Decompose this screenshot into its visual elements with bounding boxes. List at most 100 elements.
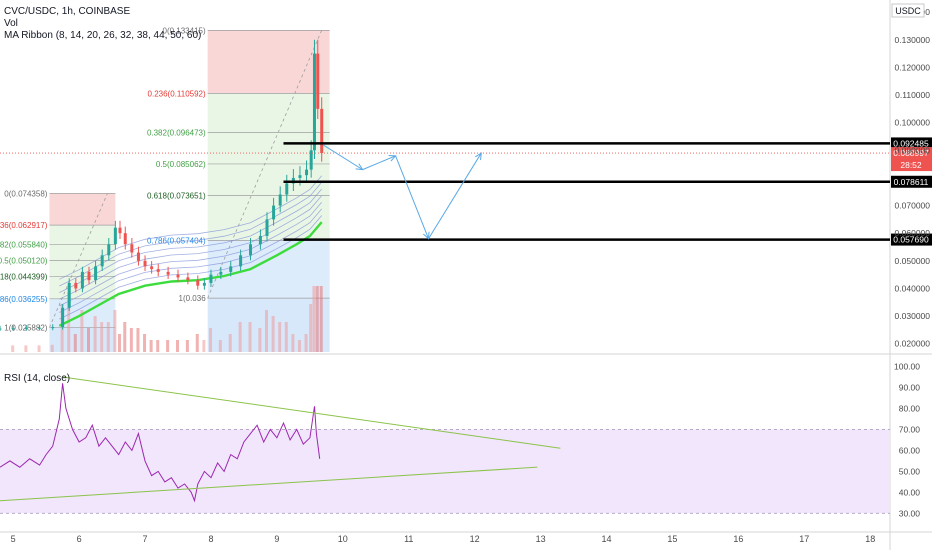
projection-segment [362, 155, 396, 171]
candle-body [249, 244, 253, 256]
volume-bar [248, 322, 252, 352]
volume-bar [208, 328, 212, 352]
volume-bar [202, 340, 206, 352]
candle-body [100, 255, 104, 267]
price-tick-label: 0.020000 [895, 339, 931, 349]
time-tick-label: 13 [536, 534, 546, 544]
volume-bar [73, 334, 77, 352]
time-tick-label: 8 [208, 534, 213, 544]
price-levels: 0.092485 0.078611 0.057690 0.088997 28:52 [0, 137, 932, 246]
fib-level-label: 0.618(0.073651) [147, 191, 206, 200]
candle-body [74, 282, 78, 289]
candle-body [67, 282, 71, 308]
projection-arrowhead [475, 152, 482, 161]
candle-body [258, 235, 262, 245]
candle-body [107, 244, 111, 256]
fib-level-label: 1(0.036 [179, 294, 207, 303]
volume-bar [117, 334, 121, 352]
fib-level-label: 0.5(0.085062) [156, 160, 206, 169]
key-level-label: 0.057690 [893, 235, 929, 245]
price-tick-label: 0.110000 [895, 90, 930, 100]
key-level-tag [891, 175, 932, 188]
ma-ribbon-line [59, 215, 323, 320]
candle-body [38, 327, 42, 329]
time-tick-label: 11 [404, 534, 413, 544]
countdown-label: 28:52 [900, 160, 922, 170]
candle-body [320, 108, 324, 154]
projection-segment [395, 155, 429, 239]
fib-level-label: 0.236(0.110592) [148, 89, 206, 98]
currency-badge[interactable] [891, 3, 925, 18]
candle-body [113, 227, 117, 245]
fib-trend-line [207, 30, 322, 299]
volume-bar [258, 328, 262, 352]
time-tick-label: 6 [77, 534, 82, 544]
candle-body [272, 205, 276, 220]
volume-bar [166, 340, 170, 352]
ma-ribbon-line [59, 175, 323, 280]
rsi-tick-label: 50.00 [899, 466, 921, 476]
volume-bar [113, 310, 117, 352]
volume-bar [176, 340, 179, 352]
candles [0, 39, 324, 331]
candle-body [80, 271, 84, 289]
rsi-tick-label: 40.00 [899, 487, 921, 497]
projection-arrowhead [355, 163, 364, 171]
projection-segment [322, 144, 363, 171]
volume-bar [278, 322, 282, 352]
rsi-pane [0, 376, 890, 514]
symbol-title: CVC/USDC, 1h, COINBASE [4, 6, 130, 17]
time-tick-label: 12 [470, 534, 480, 544]
volume-bar [297, 340, 301, 352]
price-tick-label: 0.100000 [895, 118, 931, 128]
ma-ribbon-line [59, 201, 323, 307]
price-tick-label: 0.060000 [895, 228, 931, 238]
volume-label: Vol [4, 18, 18, 29]
time-tick-label: 18 [865, 534, 875, 544]
rsi-tick-label: 80.00 [899, 403, 921, 413]
current-price-label: 0.088997 [893, 148, 929, 158]
candle-body [196, 280, 200, 286]
volume-bar [106, 322, 110, 352]
volume-bar [149, 340, 153, 352]
volume-bar [100, 322, 104, 352]
price-tick-label: 0.120000 [895, 62, 931, 72]
ma-ribbon-line [59, 208, 323, 313]
candle-body [24, 327, 28, 329]
candle-body [209, 274, 213, 283]
time-tick-label: 14 [602, 534, 612, 544]
candle-body [130, 244, 134, 253]
candle-body [176, 274, 180, 278]
volume-bar [185, 340, 189, 352]
fib-zone [49, 244, 116, 261]
rsi-trendline [62, 376, 561, 449]
volume-bar [50, 344, 54, 352]
volume-bar [37, 345, 41, 352]
time-tick-label: 9 [274, 534, 279, 544]
price-tick-label: 0.130000 [895, 35, 931, 45]
candle-body [123, 233, 127, 245]
key-level-label: 0.092485 [893, 138, 929, 148]
volume-bar [228, 334, 232, 352]
volume-bar [309, 304, 313, 352]
volume-bar [87, 328, 90, 352]
candle-body [87, 271, 91, 281]
fib-level-label: 0.382(0.096473) [147, 128, 206, 137]
volume-bar [129, 328, 133, 352]
fib-zone [207, 240, 330, 299]
candle-body [0, 328, 2, 330]
fib-zone [207, 30, 330, 94]
rsi-tick-label: 100.00 [894, 361, 920, 371]
volume-bar [136, 328, 140, 352]
rsi-tick-label: 70.00 [899, 424, 921, 434]
volume-bar [315, 286, 319, 352]
volume-bar [93, 316, 97, 352]
volume-bar [156, 340, 160, 352]
candle-body [265, 219, 269, 236]
fib-trend-line [49, 193, 108, 328]
volume-bar [271, 316, 275, 352]
volume-bar [80, 310, 84, 352]
rsi-tick-label: 60.00 [899, 445, 921, 455]
